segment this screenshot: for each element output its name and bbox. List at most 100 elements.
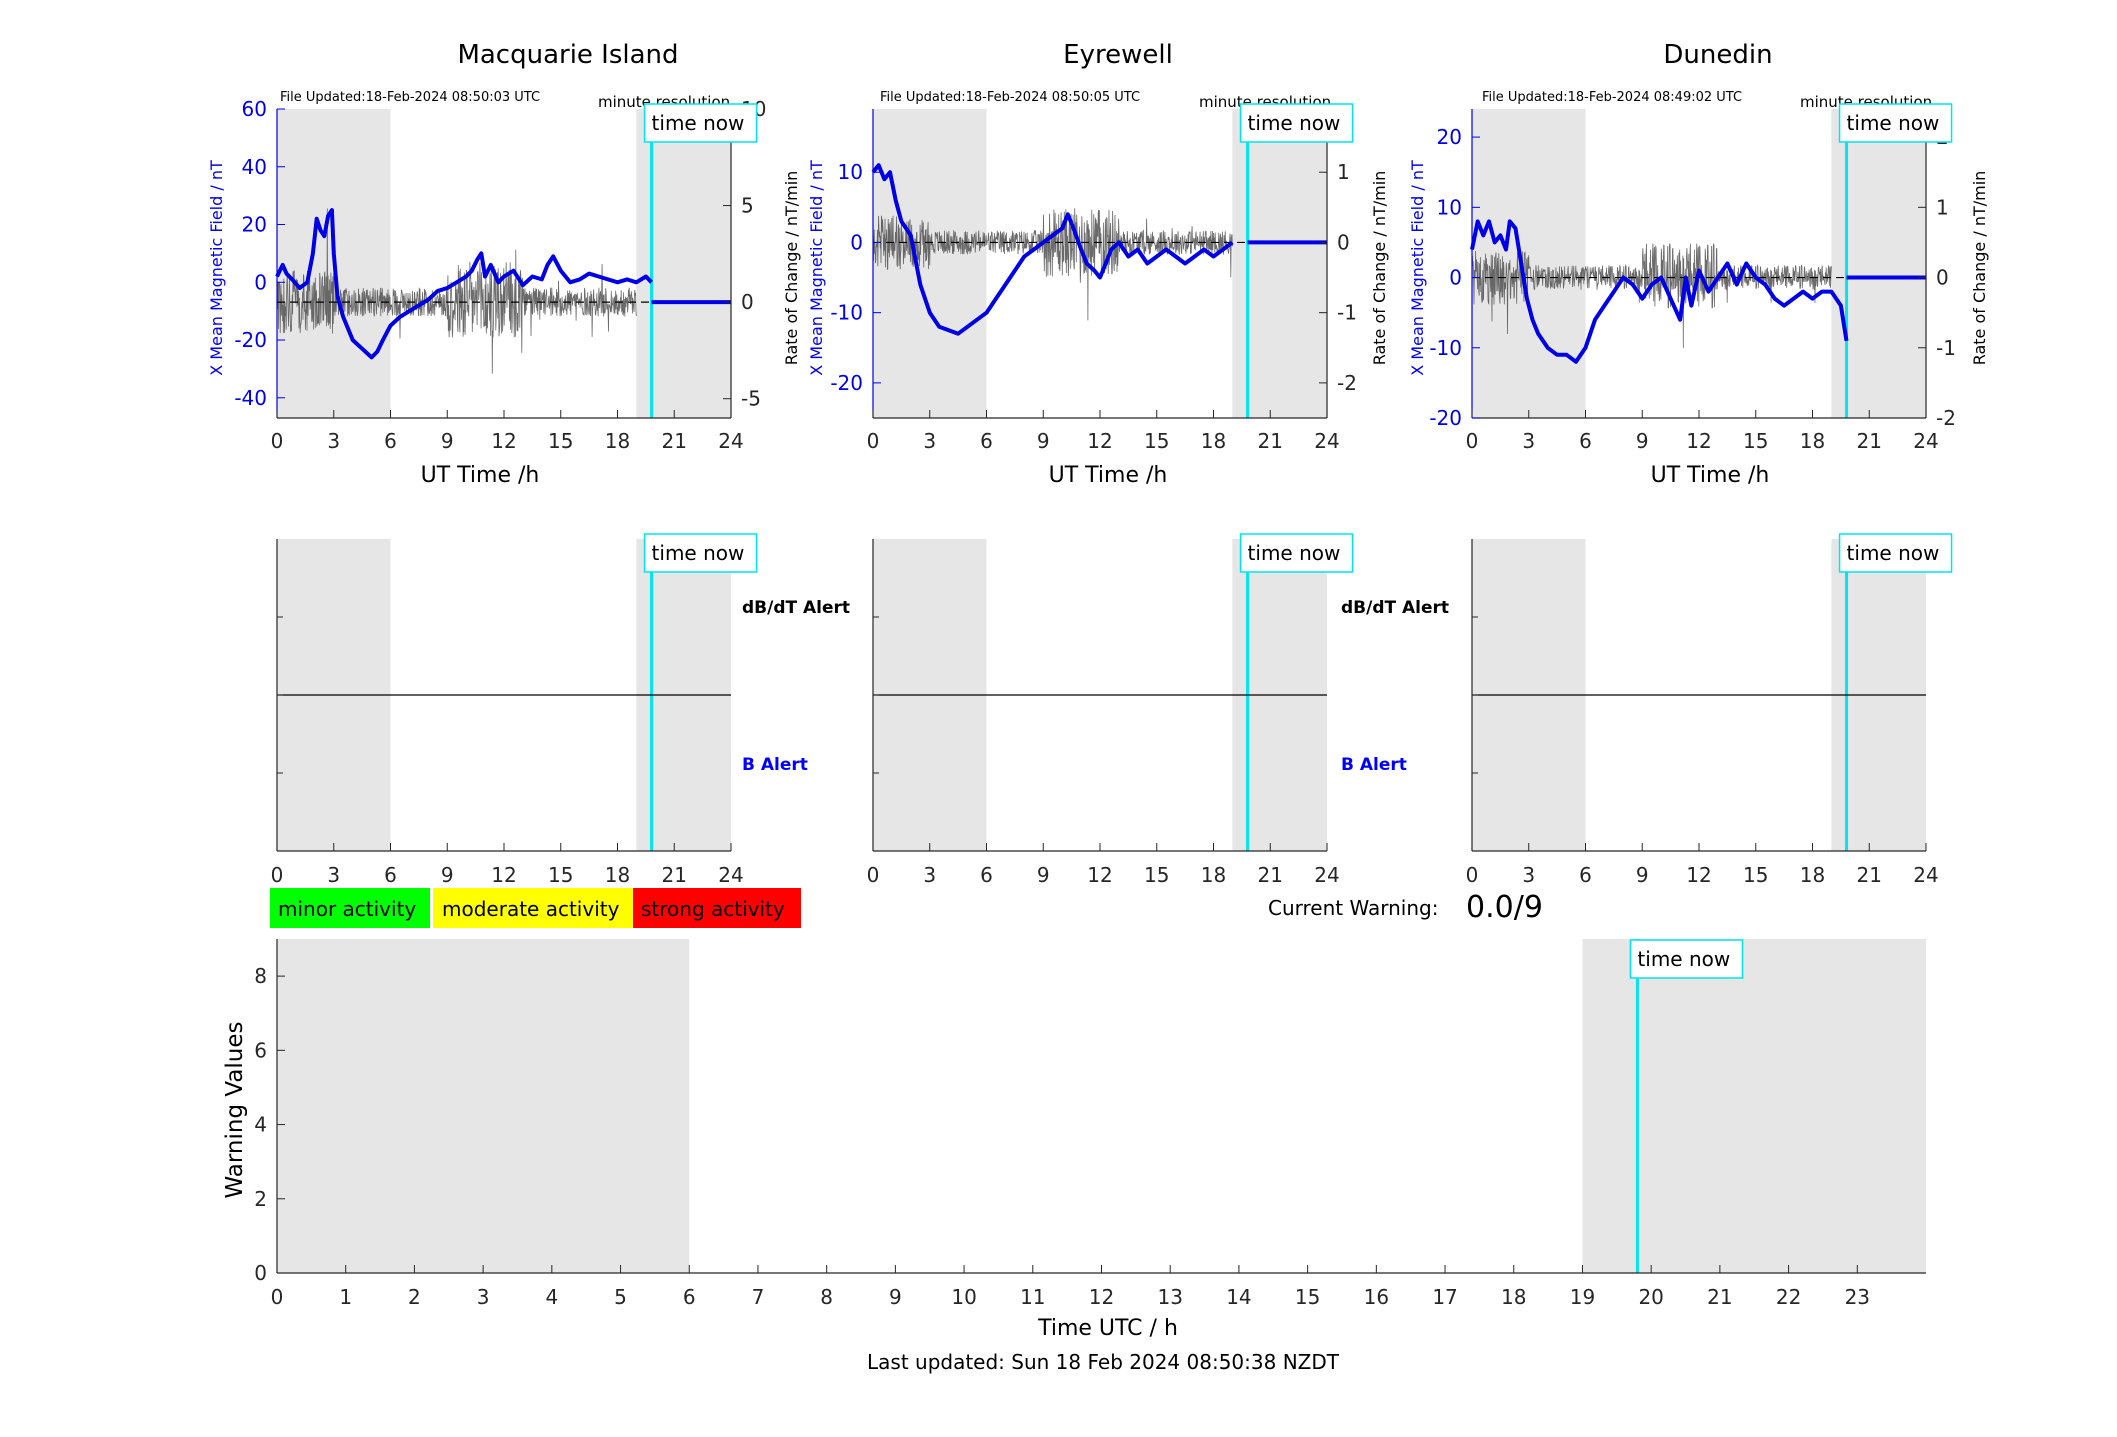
x-tick-label: 6 [384, 429, 397, 453]
b-alert-label: B Alert [1341, 755, 1407, 775]
y-left-tick-label: -40 [234, 386, 267, 410]
x-tick-label: 10 [951, 1285, 976, 1309]
x-tick-label: 19 [1570, 1285, 1595, 1309]
x-tick-label: 6 [1579, 429, 1592, 453]
file-updated-label: File Updated:18-Feb-2024 08:49:02 UTC [1482, 90, 1742, 105]
x-tick-label: 12 [491, 429, 516, 453]
night-shading [277, 939, 690, 1273]
y-left-tick-label: 60 [242, 97, 267, 121]
x-tick-label: 23 [1845, 1285, 1870, 1309]
dbdt-alert-label: dB/dT Alert [1341, 598, 1449, 618]
x-tick-label: 18 [1800, 429, 1825, 453]
y-right-tick-label: 1 [1936, 195, 1949, 219]
legend-minor-label: minor activity [278, 897, 416, 921]
legend-moderate-swatch [433, 888, 633, 928]
time-now-label: time now [1637, 947, 1730, 971]
x-tick-label: 12 [1087, 863, 1112, 887]
y-left-tick-label: -20 [1429, 406, 1462, 430]
x-tick-label: 9 [1037, 429, 1050, 453]
x-tick-label: 6 [384, 863, 397, 887]
time-now-box [1239, 103, 1354, 143]
x-tick-label: 3 [1522, 863, 1535, 887]
y-tick-label: 0 [254, 1261, 267, 1285]
y-left-tick-label: 10 [838, 160, 863, 184]
x-tick-label: 18 [1201, 429, 1226, 453]
chart-alerts-eyrewell: 0 3 6 9 12 15 18 21 24 time now dB/dT Alert B Ale… [867, 533, 1449, 887]
x-tick-label: 24 [718, 429, 743, 453]
y-right-tick-label: -5 [741, 387, 761, 411]
x-tick-label: 4 [545, 1285, 558, 1309]
x-axis-label: Time UTC / h [1037, 1316, 1178, 1341]
x-tick-label: 15 [1743, 863, 1768, 887]
x-axis-label: UT Time /h [1049, 463, 1168, 488]
x-axis-label: UT Time /h [1651, 463, 1770, 488]
y-tick-label: 2 [254, 1187, 267, 1211]
y-axis-left-label: X Mean Magnetic Field / nT [807, 160, 826, 376]
x-tick-label: 12 [491, 863, 516, 887]
legend-moderate-label: moderate activity [442, 897, 620, 921]
x-tick-label: 17 [1432, 1285, 1457, 1309]
time-now-box [1239, 533, 1354, 573]
time-now-label: time now [1847, 111, 1940, 135]
x-tick-label: 18 [1201, 863, 1226, 887]
y-left-tick-label: 20 [242, 213, 267, 237]
x-tick-label: 22 [1776, 1285, 1801, 1309]
x-tick-label: 0 [271, 1285, 284, 1309]
x-tick-label: 15 [1144, 863, 1169, 887]
x-tick-label: 9 [1636, 863, 1649, 887]
x-tick-label: 18 [605, 429, 630, 453]
time-now-label: time now [1248, 541, 1341, 565]
y-tick-label: 6 [254, 1038, 267, 1062]
x-tick-label: 15 [1743, 429, 1768, 453]
y-axis-right-label: Rate of Change / nT/min [1370, 171, 1389, 366]
x-tick-label: 15 [1295, 1285, 1320, 1309]
x-tick-label: 18 [605, 863, 630, 887]
chart-title: Macquarie Island [457, 40, 678, 70]
x-tick-label: 9 [441, 429, 454, 453]
x-tick-label: 0 [1466, 863, 1479, 887]
time-now-label: time now [1847, 541, 1940, 565]
x-tick-label: 3 [923, 429, 936, 453]
activity-legend: minor activity moderate activity strong … [270, 888, 801, 928]
x-tick-label: 6 [1579, 863, 1592, 887]
dbdt-alert-label: dB/dT Alert [742, 598, 850, 618]
night-shading [1582, 939, 1926, 1273]
y-left-tick-label: 40 [242, 155, 267, 179]
x-tick-label: 5 [614, 1285, 627, 1309]
x-tick-label: 9 [889, 1285, 902, 1309]
x-tick-label: 16 [1364, 1285, 1389, 1309]
chart-title: Eyrewell [1063, 40, 1173, 70]
x-tick-label: 24 [1913, 429, 1938, 453]
x-tick-label: 3 [477, 1285, 490, 1309]
x-tick-label: 13 [1157, 1285, 1182, 1309]
plot-area: 0 3 6 9 12 15 18 21 24 time now [1466, 533, 1953, 887]
y-axis-left-label: X Mean Magnetic Field / nT [1408, 160, 1427, 376]
y-left-tick-label: -10 [1429, 336, 1462, 360]
y-left-tick-label: 0 [1449, 266, 1462, 290]
x-tick-label: 11 [1020, 1285, 1045, 1309]
x-tick-label: 21 [1857, 863, 1882, 887]
time-now-box [643, 533, 758, 573]
x-tick-label: 9 [1037, 863, 1050, 887]
x-tick-label: 3 [1522, 429, 1535, 453]
x-tick-label: 2 [408, 1285, 421, 1309]
x-tick-label: 15 [548, 863, 573, 887]
x-tick-label: 21 [1707, 1285, 1732, 1309]
x-tick-label: 3 [327, 429, 340, 453]
legend-strong-label: strong activity [641, 897, 785, 921]
legend-strong-swatch [633, 888, 801, 928]
y-right-tick-label: 1 [1337, 160, 1350, 184]
x-tick-label: 24 [1314, 863, 1339, 887]
y-right-tick-label: 0 [1936, 266, 1949, 290]
chart-title: Dunedin [1663, 40, 1772, 70]
x-tick-label: 21 [1258, 429, 1283, 453]
x-tick-label: 21 [662, 429, 687, 453]
y-tick-label: 8 [254, 964, 267, 988]
x-tick-label: 24 [1913, 863, 1938, 887]
y-right-tick-label: 0 [1337, 230, 1350, 254]
x-axis-label: UT Time /h [421, 463, 540, 488]
x-tick-label: 12 [1686, 429, 1711, 453]
x-tick-label: 12 [1686, 863, 1711, 887]
